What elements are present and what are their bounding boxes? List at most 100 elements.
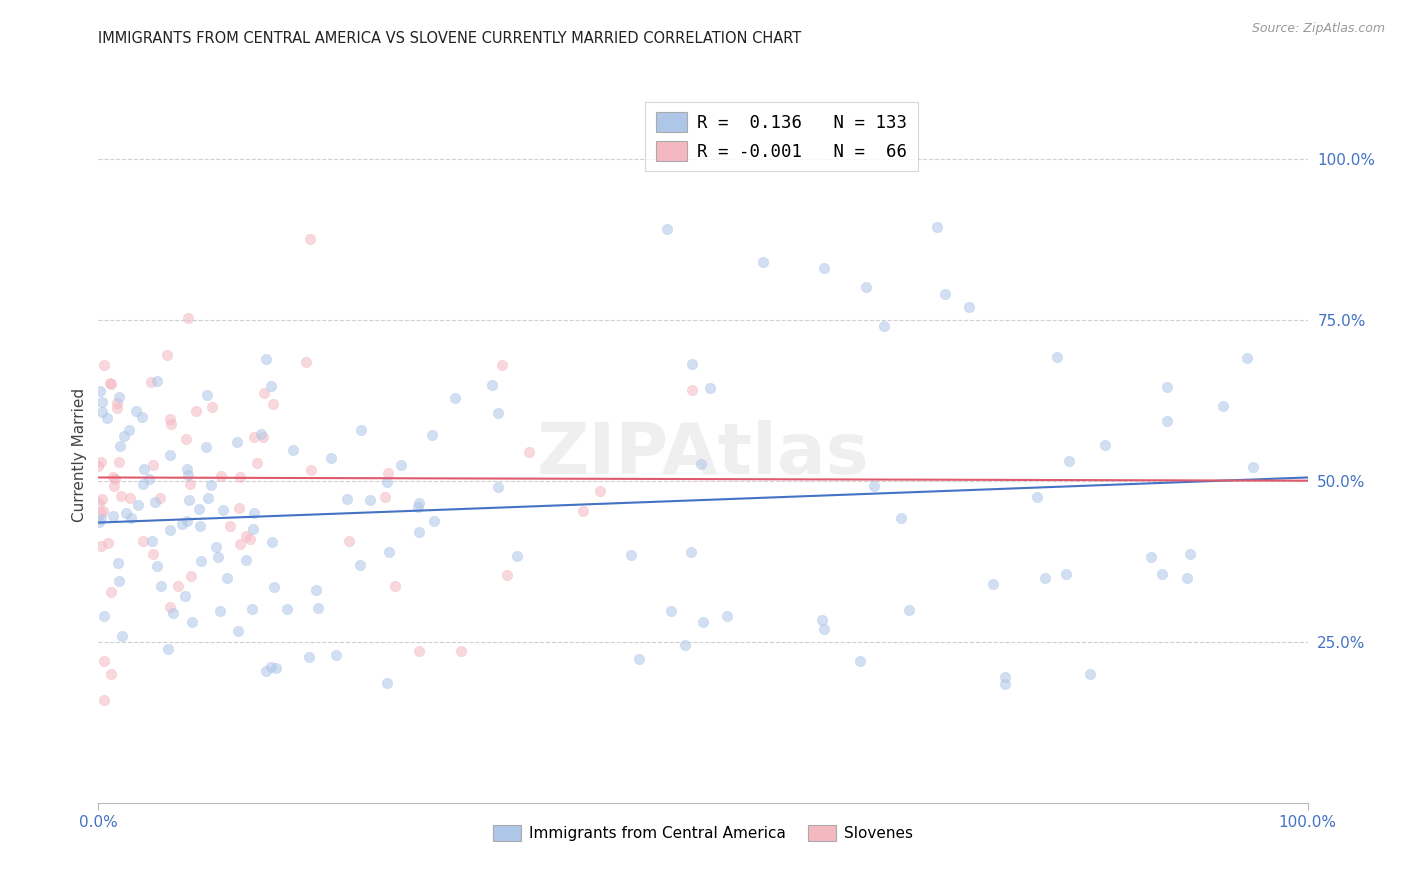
- Point: [197, 491, 219, 506]
- Point: [305, 583, 328, 598]
- Point: [217, 571, 239, 585]
- Point: [132, 462, 155, 476]
- Point: [295, 355, 318, 369]
- Point: [235, 552, 257, 566]
- Point: [813, 622, 835, 636]
- Point: [246, 456, 269, 470]
- Point: [93, 692, 115, 706]
- Point: [105, 396, 128, 410]
- Point: [107, 556, 129, 570]
- Point: [325, 648, 347, 663]
- Point: [146, 559, 169, 574]
- Point: [1059, 454, 1081, 468]
- Point: [408, 496, 430, 510]
- Point: [177, 310, 200, 325]
- Point: [810, 613, 832, 627]
- Point: [253, 386, 276, 401]
- Point: [336, 491, 359, 506]
- Point: [692, 615, 714, 630]
- Point: [262, 397, 284, 411]
- Point: [142, 547, 165, 561]
- Point: [190, 554, 212, 568]
- Point: [162, 606, 184, 620]
- Point: [957, 300, 980, 314]
- Point: [855, 280, 877, 294]
- Point: [207, 550, 229, 565]
- Point: [242, 430, 264, 444]
- Point: [166, 579, 188, 593]
- Point: [114, 506, 136, 520]
- Point: [1139, 550, 1161, 565]
- Point: [681, 357, 703, 371]
- Point: [359, 493, 381, 508]
- Point: [1054, 567, 1077, 582]
- Point: [176, 514, 198, 528]
- Point: [260, 379, 283, 393]
- Point: [93, 358, 115, 372]
- Point: [1033, 571, 1056, 585]
- Point: [87, 459, 110, 474]
- Point: [91, 504, 114, 518]
- Point: [252, 430, 274, 444]
- Point: [486, 479, 509, 493]
- Point: [262, 534, 284, 549]
- Point: [108, 574, 131, 588]
- Point: [1026, 491, 1049, 505]
- Point: [254, 351, 277, 366]
- Point: [159, 523, 181, 537]
- Point: [112, 428, 135, 442]
- Point: [408, 524, 430, 539]
- Point: [120, 511, 142, 525]
- Point: [131, 409, 153, 424]
- Point: [170, 517, 193, 532]
- Point: [260, 659, 283, 673]
- Text: Source: ZipAtlas.com: Source: ZipAtlas.com: [1251, 22, 1385, 36]
- Point: [181, 615, 204, 629]
- Point: [219, 519, 242, 533]
- Point: [100, 377, 122, 392]
- Point: [93, 609, 115, 624]
- Point: [863, 479, 886, 493]
- Point: [994, 670, 1017, 684]
- Point: [377, 466, 399, 480]
- Point: [90, 455, 112, 469]
- Point: [337, 534, 360, 549]
- Point: [1236, 351, 1258, 366]
- Point: [423, 515, 446, 529]
- Point: [981, 576, 1004, 591]
- Point: [90, 506, 112, 520]
- Point: [105, 401, 128, 415]
- Point: [377, 475, 399, 489]
- Point: [655, 222, 678, 236]
- Point: [1178, 547, 1201, 561]
- Point: [127, 498, 149, 512]
- Point: [101, 470, 124, 484]
- Point: [276, 602, 298, 616]
- Point: [143, 495, 166, 509]
- Point: [240, 601, 263, 615]
- Point: [699, 380, 721, 394]
- Point: [589, 484, 612, 499]
- Point: [149, 491, 172, 505]
- Text: ZIPAtlas: ZIPAtlas: [537, 420, 869, 490]
- Point: [132, 477, 155, 491]
- Point: [160, 417, 183, 432]
- Point: [228, 501, 250, 516]
- Point: [873, 319, 896, 334]
- Point: [263, 580, 285, 594]
- Point: [179, 476, 201, 491]
- Point: [450, 644, 472, 658]
- Point: [408, 500, 430, 515]
- Point: [1094, 438, 1116, 452]
- Point: [226, 624, 249, 638]
- Point: [209, 469, 232, 483]
- Point: [681, 545, 703, 559]
- Y-axis label: Currently Married: Currently Married: [72, 388, 87, 522]
- Point: [690, 457, 713, 471]
- Point: [159, 599, 181, 614]
- Point: [1152, 567, 1174, 582]
- Point: [157, 641, 180, 656]
- Point: [111, 629, 134, 643]
- Point: [89, 384, 111, 399]
- Point: [890, 511, 912, 525]
